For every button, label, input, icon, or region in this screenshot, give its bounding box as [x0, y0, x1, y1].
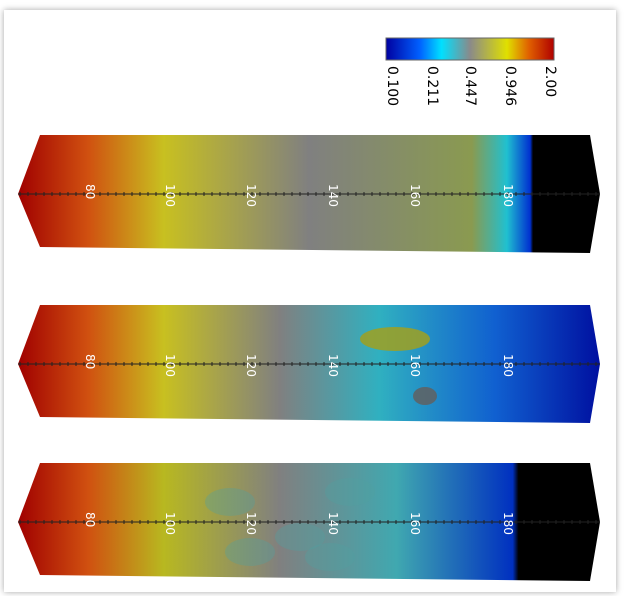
plume — [413, 387, 437, 405]
axis-label: 140 — [326, 184, 340, 207]
colorbar — [386, 38, 554, 60]
axis-label: 180 — [501, 354, 515, 377]
visualization: 0.100 0.211 0.447 0.946 2.00 80 100 120 140 160 18… — [0, 0, 626, 596]
axis-label: 160 — [408, 512, 422, 535]
axis-label: 80 — [83, 184, 97, 199]
colorbar-label: 0.211 — [424, 66, 440, 106]
axis-label: 100 — [163, 184, 177, 207]
axis-label: 160 — [408, 354, 422, 377]
page: {"colorbar": {"labels": ["0.100", "0.211… — [0, 0, 626, 596]
axis-label: 120 — [244, 354, 258, 377]
texture — [325, 478, 375, 506]
texture — [225, 538, 275, 566]
axis-label: 120 — [244, 184, 258, 207]
axis-label: 100 — [163, 512, 177, 535]
colorbar-label: 0.946 — [502, 66, 518, 106]
plume — [360, 327, 430, 351]
axis-label: 140 — [326, 354, 340, 377]
texture — [305, 543, 355, 571]
axis-label: 180 — [501, 184, 515, 207]
colorbar-label: 2.00 — [542, 66, 558, 97]
axis-label: 140 — [326, 512, 340, 535]
axis-label: 80 — [83, 354, 97, 369]
axis-label: 160 — [408, 184, 422, 207]
axis-label: 100 — [163, 354, 177, 377]
axis-label: 80 — [83, 512, 97, 527]
axis-label: 180 — [501, 512, 515, 535]
colorbar-label: 0.447 — [462, 66, 478, 106]
colorbar-label: 0.100 — [384, 66, 400, 106]
axis-label: 120 — [244, 512, 258, 535]
